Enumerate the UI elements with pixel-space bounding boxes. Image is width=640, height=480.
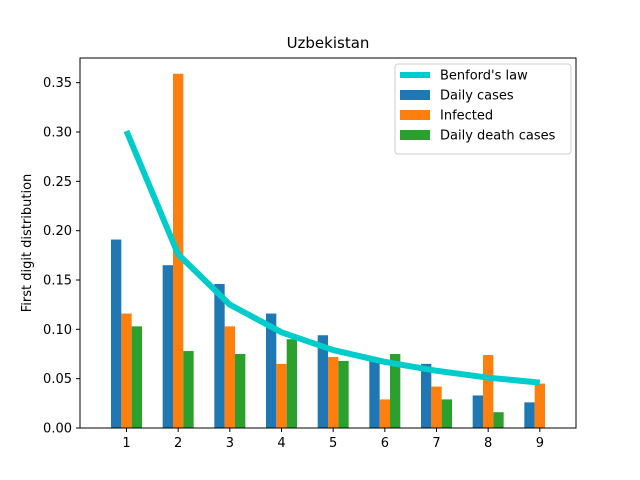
bar-daily-death-cases-2 — [183, 351, 194, 428]
legend-label: Infected — [440, 109, 493, 124]
y-tick-label: 0.15 — [43, 274, 72, 289]
y-tick-label: 0.35 — [43, 76, 72, 91]
bar-daily-death-cases-4 — [286, 339, 297, 428]
bar-daily-death-cases-8 — [493, 412, 504, 428]
y-tick-label: 0.20 — [43, 224, 72, 239]
x-tick-label: 6 — [381, 436, 389, 451]
bar-daily-death-cases-6 — [390, 354, 401, 428]
bar-daily-cases-8 — [472, 395, 483, 428]
bar-infected-4 — [276, 363, 287, 428]
benford-line — [123, 129, 541, 386]
x-tick-label: 5 — [329, 436, 337, 451]
legend-patch-swatch — [400, 90, 430, 100]
x-axis: 1 2 3 4 5 6 7 8 9 — [122, 428, 544, 451]
y-tick-label: 0.30 — [43, 126, 72, 141]
x-tick-label: 3 — [226, 436, 234, 451]
bar-daily-cases-6 — [369, 360, 380, 428]
bar-daily-cases-1 — [111, 239, 122, 428]
x-tick-label: 2 — [174, 436, 182, 451]
bar-infected-1 — [121, 313, 132, 428]
legend-label: Benford's law — [440, 69, 528, 84]
bar-infected-5 — [328, 356, 339, 428]
bar-daily-cases-9 — [524, 402, 535, 428]
benford-line-group — [123, 129, 541, 386]
y-tick-label: 0.05 — [43, 372, 72, 387]
bar-infected-9 — [534, 383, 545, 428]
legend-label: Daily death cases — [440, 129, 556, 144]
bar-daily-cases-7 — [421, 363, 432, 428]
bar-infected-6 — [379, 399, 390, 428]
bar-daily-cases-2 — [162, 265, 173, 428]
bar-daily-cases-5 — [317, 335, 328, 428]
y-tick-label: 0.10 — [43, 323, 72, 338]
legend: Benford's law Daily cases Infected Daily de… — [394, 63, 572, 155]
y-tick-label: 0.25 — [43, 175, 72, 190]
y-axis: 0.00 0.05 0.10 0.15 0.20 0.25 0.30 0.35 — [43, 76, 80, 437]
x-tick-label: 9 — [536, 436, 544, 451]
bar-daily-death-cases-1 — [131, 326, 142, 428]
legend-label: Daily cases — [440, 89, 514, 104]
bar-daily-death-cases-7 — [441, 399, 452, 428]
legend-box — [394, 63, 572, 155]
y-tick-label: 0.00 — [43, 422, 72, 437]
x-tick-label: 1 — [122, 436, 130, 451]
bar-daily-cases-3 — [214, 283, 225, 428]
chart-title: Uzbekistan — [287, 34, 370, 52]
bar-daily-death-cases-5 — [338, 360, 349, 428]
bar-daily-cases-4 — [266, 313, 277, 428]
plot-frame — [79, 57, 577, 429]
y-axis-title: First digit distribution — [20, 174, 35, 313]
bar-infected-7 — [431, 386, 442, 428]
x-tick-label: 7 — [432, 436, 440, 451]
bar-infected-8 — [483, 354, 494, 428]
legend-patch-swatch — [400, 110, 430, 120]
bar-infected-3 — [224, 326, 235, 428]
x-tick-label: 4 — [277, 436, 285, 451]
legend-patch-swatch — [400, 130, 430, 140]
x-tick-label: 8 — [484, 436, 492, 451]
bar-daily-death-cases-3 — [235, 354, 246, 428]
